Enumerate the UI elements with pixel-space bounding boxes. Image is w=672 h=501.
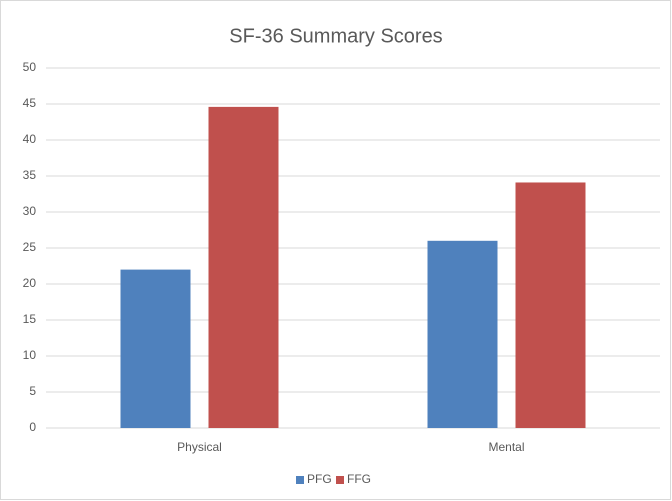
y-tick-label: 20 <box>23 276 37 290</box>
bar <box>208 106 279 428</box>
bar <box>515 182 586 428</box>
y-tick-label: 45 <box>23 96 37 110</box>
y-tick-label: 0 <box>29 420 36 434</box>
chart-title: SF-36 Summary Scores <box>229 25 442 47</box>
y-tick-label: 35 <box>23 168 37 182</box>
y-tick-label: 5 <box>29 384 36 398</box>
y-tick-label: 50 <box>23 60 37 74</box>
legend-label: PFG <box>307 472 332 486</box>
y-tick-label: 40 <box>23 132 37 146</box>
legend-swatch <box>336 476 344 484</box>
y-tick-label: 15 <box>23 312 37 326</box>
bar <box>427 240 498 428</box>
legend-label: FFG <box>347 472 371 486</box>
x-tick-label: Physical <box>177 440 222 454</box>
y-tick-label: 30 <box>23 204 37 218</box>
y-tick-label: 25 <box>23 240 37 254</box>
x-tick-label: Mental <box>488 440 524 454</box>
legend-swatch <box>296 476 304 484</box>
y-tick-label: 10 <box>23 348 37 362</box>
bar <box>120 269 191 428</box>
